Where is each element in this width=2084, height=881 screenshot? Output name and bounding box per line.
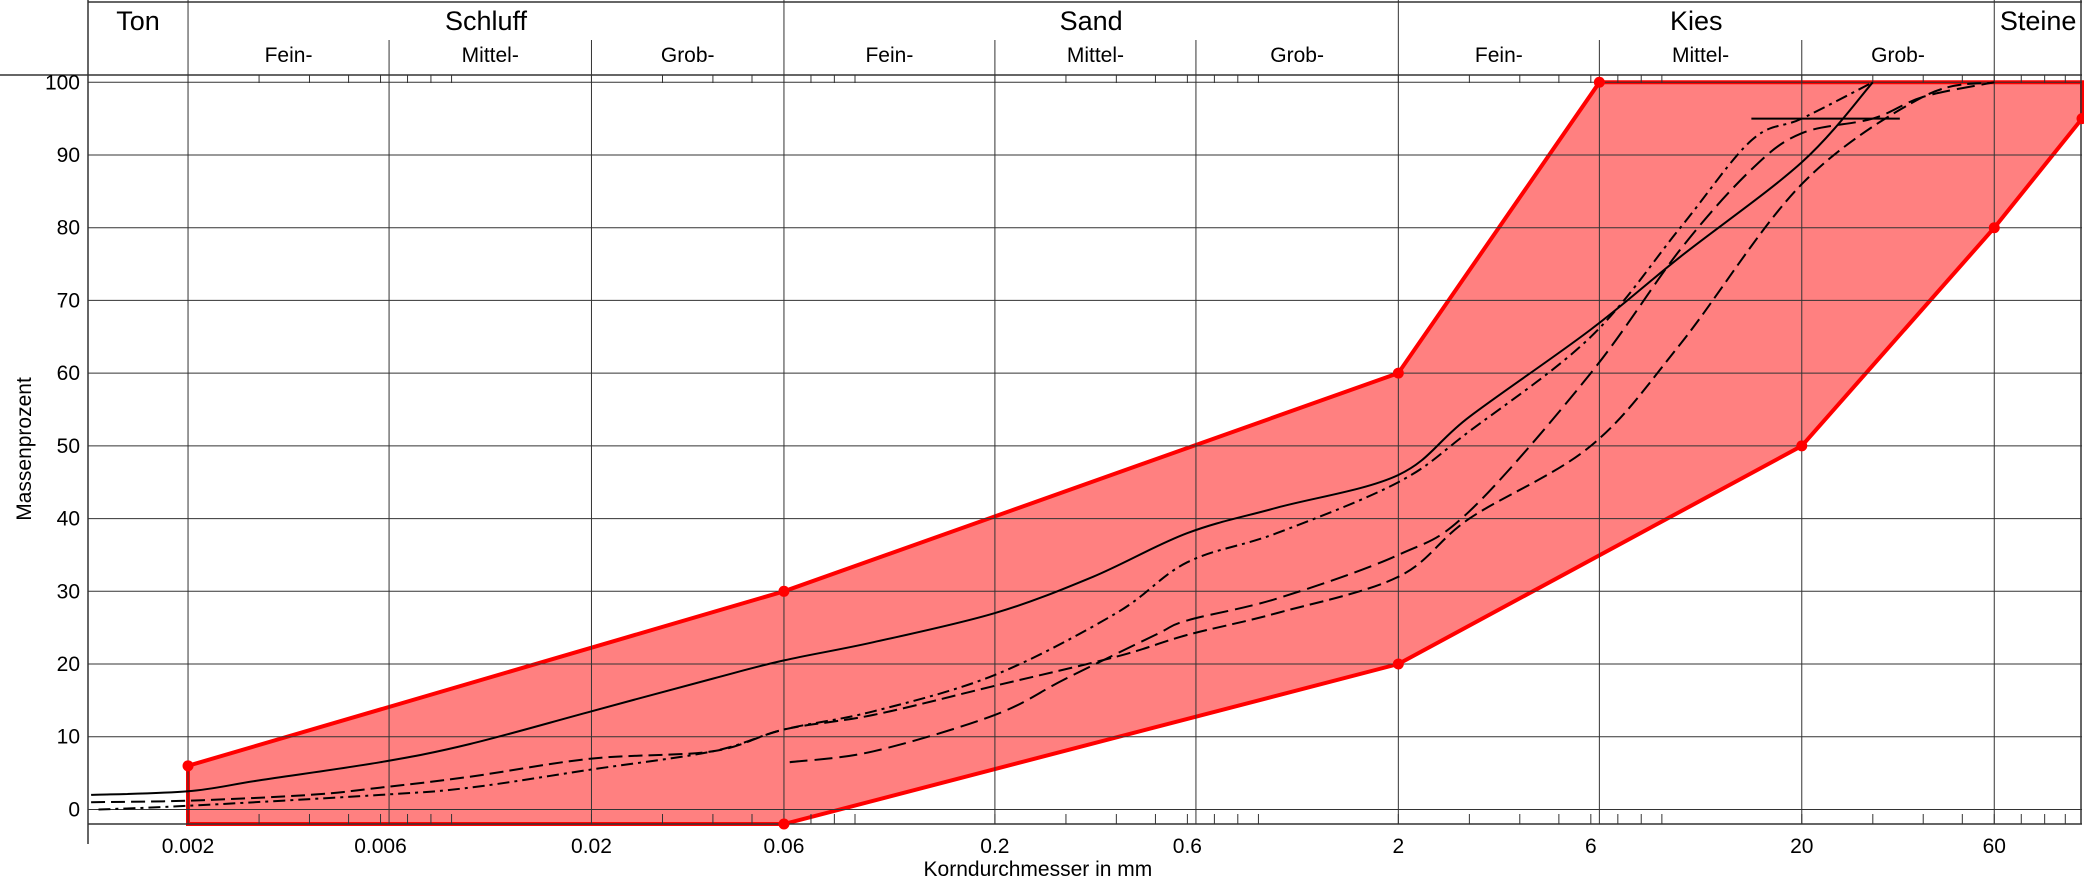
envelope-marker [182, 760, 194, 772]
y-tick-label: 70 [57, 289, 80, 312]
grading-curves [91, 81, 1995, 811]
grading-curve-4 [789, 81, 1995, 764]
y-axis-label: Massenprozent [13, 377, 36, 521]
soil-subclass-label: Mittel- [1067, 44, 1124, 67]
envelope-marker [1392, 367, 1404, 379]
x-tick-label: 6 [1585, 835, 1597, 858]
soil-subclass-label: Fein- [265, 44, 313, 67]
envelope-markers [182, 76, 2084, 830]
soil-class-label: Schluff [445, 6, 528, 36]
x-tick-label: 0.006 [354, 835, 407, 858]
x-tick-label: 20 [1790, 835, 1813, 858]
soil-subclass-label: Fein- [1475, 44, 1523, 67]
x-tick-label: 0.6 [1173, 835, 1202, 858]
y-tick-label: 80 [57, 217, 80, 240]
soil-subclass-label: Mittel- [1672, 44, 1729, 67]
y-tick-label: 0 [68, 798, 80, 821]
envelope-marker [778, 818, 790, 830]
soil-subclass-label: Fein- [865, 44, 913, 67]
x-axis-label: Korndurchmesser in mm [924, 858, 1153, 881]
y-tick-label: 50 [57, 435, 80, 458]
x-tick-label: 0.2 [980, 835, 1009, 858]
axis-ticks: 0 10 20 30 40 50 60 70 80 90 100 0.002 0.006 0.02 0.06… [45, 71, 2006, 858]
y-tick-label: 100 [45, 71, 80, 94]
grading-curve-1 [91, 81, 1874, 796]
y-tick-label: 60 [57, 362, 80, 385]
chart-grid [0, 0, 2082, 844]
envelope-marker [1593, 76, 1605, 88]
x-tick-label: 60 [1983, 835, 2006, 858]
x-tick-label: 0.002 [162, 835, 215, 858]
soil-class-header: Ton Schluff Sand Kies Steine Fein- Mittel- Grob… [116, 6, 2076, 67]
grading-curve-2 [91, 81, 1995, 804]
soil-subclass-label: Grob- [1871, 44, 1925, 67]
grading-envelope-area [186, 80, 2084, 826]
y-tick-label: 30 [57, 580, 80, 603]
envelope-marker [778, 585, 790, 597]
y-tick-label: 90 [57, 144, 80, 167]
soil-class-label: Sand [1060, 6, 1123, 36]
soil-class-label: Kies [1670, 6, 1723, 36]
grading-curve-3 [98, 81, 1874, 811]
soil-class-label: Ton [116, 6, 160, 36]
y-tick-label: 10 [57, 726, 80, 749]
envelope-marker [1988, 222, 2000, 234]
soil-subclass-label: Grob- [661, 44, 715, 67]
y-tick-label: 40 [57, 508, 80, 531]
envelope-marker [1392, 658, 1404, 670]
grading-envelope [186, 80, 2084, 826]
soil-subclass-label: Grob- [1270, 44, 1324, 67]
x-tick-label: 0.02 [571, 835, 612, 858]
envelope-marker [2076, 113, 2084, 125]
soil-subclass-label: Mittel- [462, 44, 519, 67]
envelope-marker [1796, 440, 1808, 452]
y-tick-label: 20 [57, 653, 80, 676]
soil-class-label: Steine [2000, 6, 2077, 36]
x-tick-label: 2 [1392, 835, 1404, 858]
x-tick-label: 0.06 [764, 835, 805, 858]
